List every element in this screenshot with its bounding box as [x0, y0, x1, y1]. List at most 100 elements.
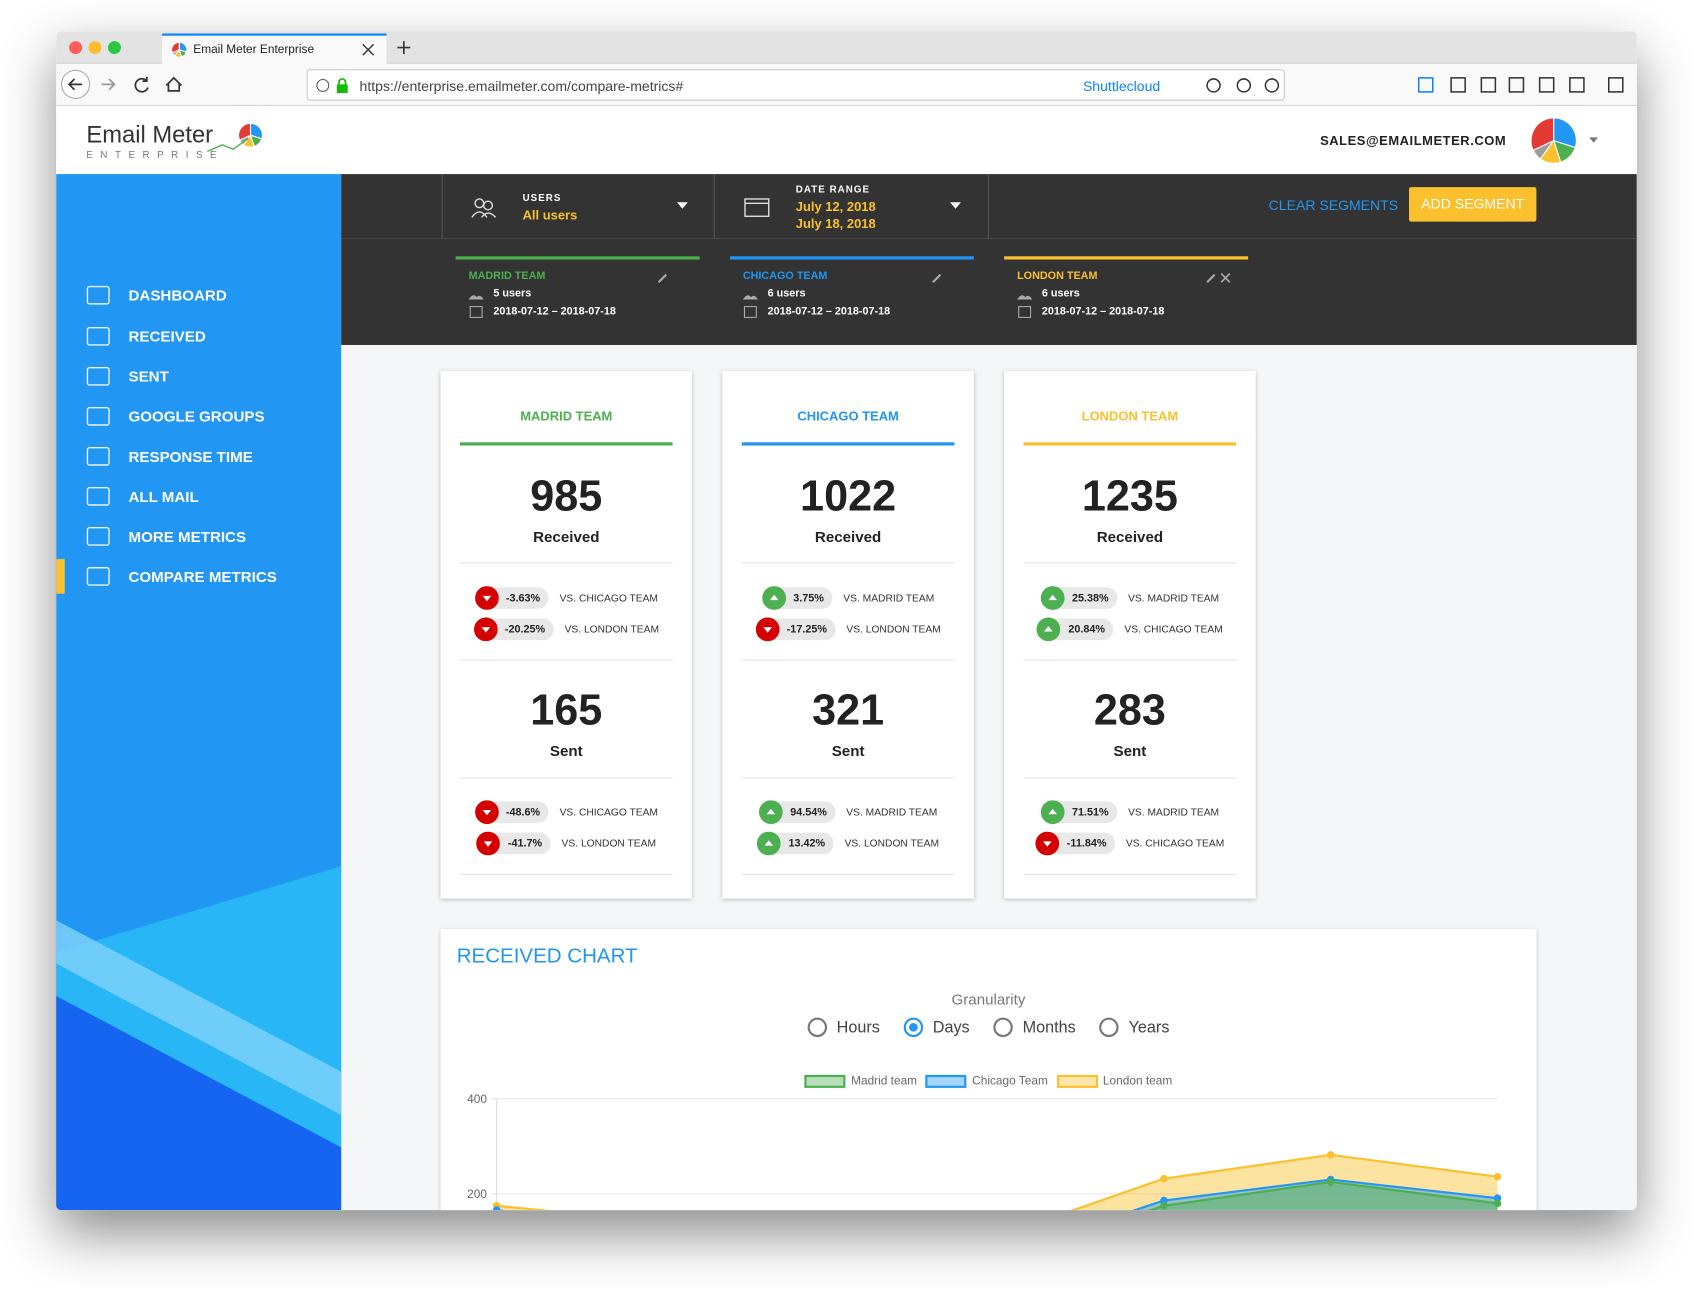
window-button[interactable]	[69, 41, 83, 55]
icon-outline	[86, 366, 110, 386]
window-button[interactable]	[88, 41, 102, 55]
comparison-label: VS. MADRID TEAM	[1128, 806, 1220, 819]
decoration-shape	[56, 920, 342, 1115]
window-button[interactable]	[107, 41, 121, 55]
comparison-row: -41.7% VS. LONDON TEAM	[441, 831, 693, 857]
received-label: Received	[533, 527, 600, 546]
toolbar-icon	[1450, 77, 1466, 93]
menu-item[interactable]: DASHBOARD	[128, 286, 227, 304]
add-button[interactable]: ADD SEGMENT	[1409, 187, 1537, 222]
segment[interactable]: MADRID TEAM 5 users 2018-07-12 – 2018-07-1…	[455, 256, 700, 332]
received-count: 985	[530, 472, 603, 521]
icon-outline	[86, 567, 110, 586]
menu-item[interactable]: ALL MAIL	[128, 487, 199, 506]
tab[interactable]: Email Meter Enterprise	[161, 33, 387, 65]
clear-button[interactable]: CLEAR SEGMENTS	[1268, 196, 1399, 214]
comparison-pill: -20.25%	[473, 617, 554, 642]
menu-item[interactable]: RESPONSE TIME	[128, 447, 253, 466]
icon-outline	[86, 446, 110, 466]
radio-label: Months	[1022, 1018, 1076, 1037]
menu-item[interactable]: GOOGLE GROUPS	[128, 407, 265, 425]
data-point	[1493, 1199, 1502, 1208]
comparison-label: VS. MADRID TEAM	[846, 806, 938, 819]
sent-label: Sent	[831, 741, 865, 760]
radio-button[interactable]	[1099, 1017, 1119, 1038]
menu-item[interactable]: MORE METRICS	[128, 527, 247, 546]
separator	[459, 562, 673, 564]
users-icon	[471, 198, 497, 218]
menu-item[interactable]: SENT	[128, 367, 169, 385]
segments-bar: MADRID TEAM 5 users 2018-07-12 – 2018-07-1…	[341, 238, 1637, 345]
menu-icon	[86, 487, 110, 506]
calendar-icon	[743, 306, 757, 318]
comparison-value: -11.84%	[1066, 837, 1107, 850]
metric-card: LONDON TEAM 1235 Received 25.38% VS. MADRID …	[1004, 370, 1256, 899]
legend-item[interactable]: Chicago Team	[925, 1074, 1048, 1088]
trend-arrow	[1043, 841, 1052, 847]
segment[interactable]: LONDON TEAM 6 users 2018-07-12 – 2018-07-1…	[1004, 256, 1249, 332]
logo-text: Email Meter	[86, 121, 214, 149]
card-title: CHICAGO TEAM	[797, 408, 899, 424]
dropdown-caret	[950, 202, 961, 209]
trend-up-icon	[1040, 800, 1065, 825]
comparison-row: 13.42% VS. LONDON TEAM	[722, 831, 974, 857]
trend-up-icon	[761, 586, 786, 610]
info-icon	[316, 78, 330, 92]
filter-value[interactable]: All users	[522, 207, 578, 223]
radio-option[interactable]: Days	[903, 1017, 970, 1038]
users-icon	[1017, 295, 1033, 300]
icon-part	[657, 273, 667, 284]
comparison-label: VS. CHICAGO TEAM	[1124, 623, 1223, 636]
radio-option[interactable]: Hours	[807, 1017, 880, 1038]
data-point	[1493, 1194, 1502, 1202]
icon-part	[1206, 273, 1216, 284]
icon-outline	[86, 285, 110, 305]
radio-dot	[909, 1023, 918, 1032]
bookmark-label[interactable]: Shuttlecloud	[1082, 77, 1161, 95]
forward-icon	[101, 78, 116, 91]
url-text: https://enterprise.emailmeter.com/compar…	[359, 77, 684, 95]
trend-up-icon	[758, 800, 783, 825]
granularity-options: Hours Days Months Years	[441, 1014, 1537, 1040]
plus-icon	[397, 41, 411, 55]
separator	[1023, 873, 1237, 875]
radio-button[interactable]	[993, 1017, 1013, 1038]
logo-subtitle: ENTERPRISE	[86, 149, 225, 161]
chart-card: RECEIVED CHART Granularity Hours Days Months…	[440, 928, 1537, 1211]
caret-icon	[950, 202, 961, 209]
legend-item[interactable]: London team	[1056, 1074, 1172, 1088]
radio-label: Years	[1128, 1018, 1170, 1037]
comparison-label: VS. LONDON TEAM	[846, 623, 941, 636]
lock-body	[336, 84, 348, 94]
filter-value[interactable]: July 12, 2018	[795, 198, 876, 215]
info-circle	[316, 78, 330, 92]
comparison-row: -17.25% VS. LONDON TEAM	[722, 616, 974, 642]
sidebar-decoration	[56, 866, 342, 1211]
radio-option[interactable]: Years	[1099, 1017, 1170, 1038]
data-point	[492, 1206, 501, 1211]
chart: 200 400	[467, 1092, 1502, 1211]
icon-part	[1220, 273, 1231, 283]
radio-option[interactable]: Months	[993, 1017, 1076, 1038]
trend-arrow	[482, 595, 491, 602]
menu-item[interactable]: RECEIVED	[128, 327, 206, 345]
menu-item[interactable]: COMPARE METRICS	[128, 567, 277, 586]
radio-button[interactable]	[903, 1017, 924, 1038]
filter-value[interactable]: July 18, 2018	[795, 216, 876, 232]
trend-arrow	[762, 627, 772, 633]
divider	[441, 174, 443, 239]
legend-item[interactable]: Madrid team	[804, 1074, 917, 1088]
separator	[1023, 659, 1237, 661]
url-bar[interactable]: https://enterprise.emailmeter.com/compar…	[306, 69, 1285, 101]
account-email[interactable]: SALES@EMAILMETER.COM	[1320, 133, 1507, 149]
data-point	[1326, 1151, 1335, 1159]
radio-button[interactable]	[807, 1017, 827, 1038]
comparison-value: -41.7%	[507, 837, 543, 850]
tab-close	[362, 43, 375, 56]
back-icon	[67, 78, 83, 91]
icon-part	[469, 306, 483, 318]
comparison-pill: -3.63%	[474, 586, 549, 610]
comparison-row: -20.25% VS. LONDON TEAM	[441, 616, 693, 642]
segment[interactable]: CHICAGO TEAM 6 users 2018-07-12 – 2018-07-…	[729, 256, 974, 332]
